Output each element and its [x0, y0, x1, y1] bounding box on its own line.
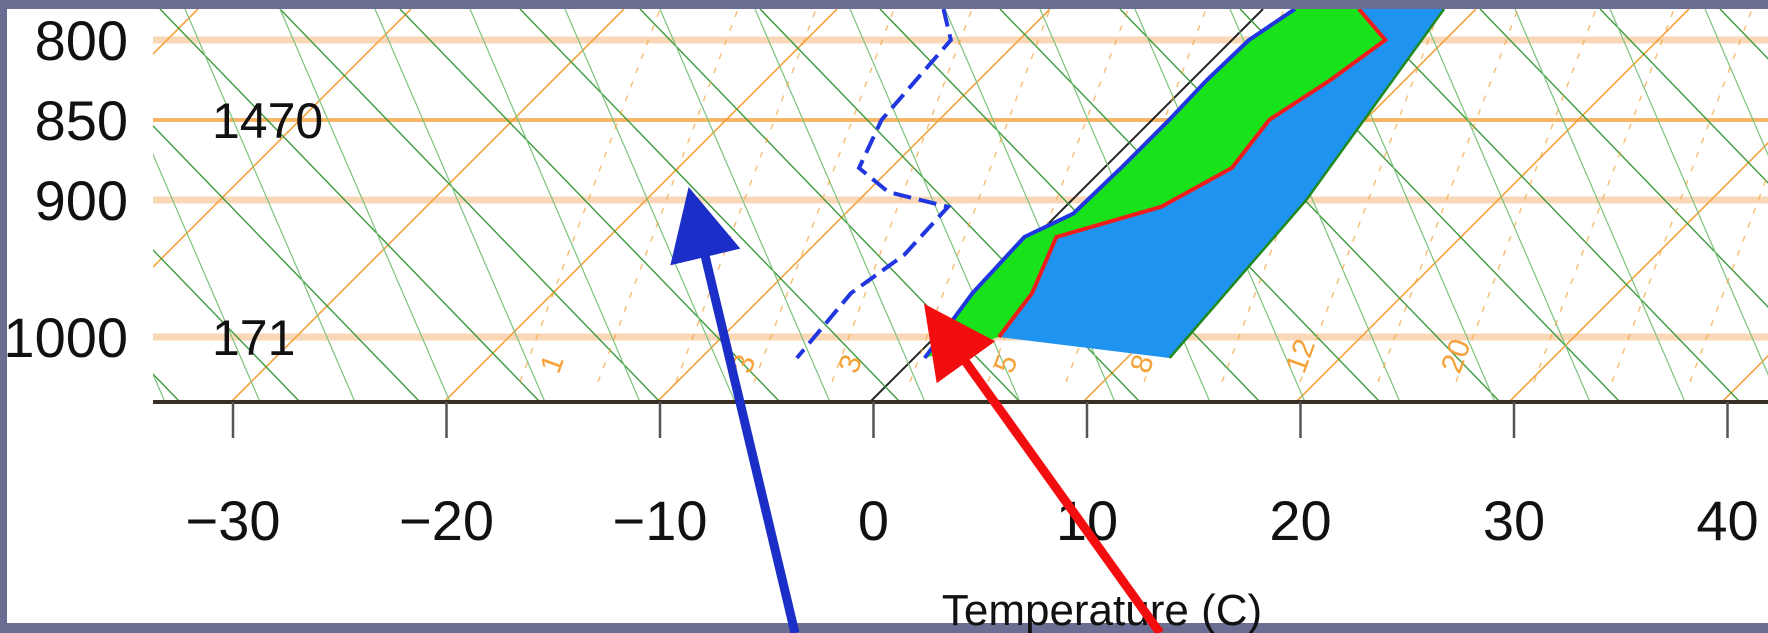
- moist-adiabat: [279, 9, 451, 402]
- annotation-arrow-red: [924, 303, 1164, 633]
- pressure-label: 900: [35, 169, 128, 232]
- moist-adiabat: [1609, 9, 1768, 376]
- isotherm: [153, 9, 412, 269]
- cape-area: [998, 9, 1445, 358]
- dry-adiabat: [153, 124, 421, 402]
- mixing-ratio-line: [1611, 9, 1753, 383]
- temperature-line: [997, 9, 1389, 339]
- mixing-ratio-line: [675, 9, 817, 383]
- moist-adiabat: [1704, 9, 1768, 157]
- mixing-ratio-line: [1377, 9, 1519, 383]
- dry-adiabat: [1599, 9, 1768, 184]
- mixing-ratio-line: [987, 9, 1129, 383]
- moist-adiabat: [374, 9, 546, 402]
- dry-adiabat: [153, 248, 301, 402]
- isotherm: [1508, 141, 1768, 402]
- dry-adiabat: [1359, 9, 1741, 402]
- dry-adiabat: [879, 9, 1261, 402]
- mixing-ratio-line: [1299, 9, 1441, 383]
- x-tick-label: 40: [1696, 489, 1758, 552]
- annotation-arrow-blue: [670, 186, 800, 633]
- x-axis-label: Temperature (C): [942, 586, 1262, 633]
- mixing-ratio-line: [1455, 9, 1597, 383]
- dry-adiabat: [279, 9, 661, 402]
- x-tick-label: 30: [1483, 489, 1545, 552]
- pressure-label: 850: [35, 89, 128, 152]
- moist-adiabat: [184, 9, 356, 402]
- parcel-line: [923, 9, 1297, 360]
- pressure-label: 800: [35, 9, 128, 72]
- pressure-label: 1000: [3, 306, 128, 369]
- moist-adiabat: [153, 153, 261, 402]
- moist-adiabat: [1514, 9, 1686, 402]
- mixing-ratio-line: [1533, 9, 1675, 383]
- moist-adiabat: [659, 9, 831, 402]
- x-tick-label: 20: [1269, 489, 1331, 552]
- mixing-ratio-line: [597, 9, 739, 383]
- moist-adiabat: [1419, 9, 1591, 402]
- mixing-ratio-line: [753, 9, 895, 383]
- mixing-ratio-line: [519, 9, 661, 383]
- height-label: 1470: [212, 93, 323, 149]
- plot-grid-layer: 1 3 3 5 8 12 20: [153, 9, 1768, 402]
- moist-adiabat: [564, 9, 736, 402]
- moist-adiabat: [754, 9, 926, 402]
- dewpoint-line: [795, 9, 954, 360]
- dry-adiabat: [1119, 9, 1501, 402]
- moist-adiabat: [469, 9, 641, 402]
- mixing-ratio-line: [1689, 172, 1768, 383]
- mixing-ratio-line: [909, 9, 1051, 383]
- isotherm: [230, 9, 625, 402]
- isotherm: [443, 9, 838, 402]
- dry-adiabat: [399, 9, 781, 402]
- moist-adiabat-env-line: [1168, 9, 1446, 359]
- isotherm: [1295, 9, 1690, 402]
- dry-adiabat: [159, 9, 541, 402]
- height-label: 171: [212, 310, 295, 366]
- x-tick-label: −30: [186, 489, 281, 552]
- x-tick-label: 0: [858, 489, 889, 552]
- x-tick-label: −20: [399, 489, 494, 552]
- x-tick-label: −10: [613, 489, 708, 552]
